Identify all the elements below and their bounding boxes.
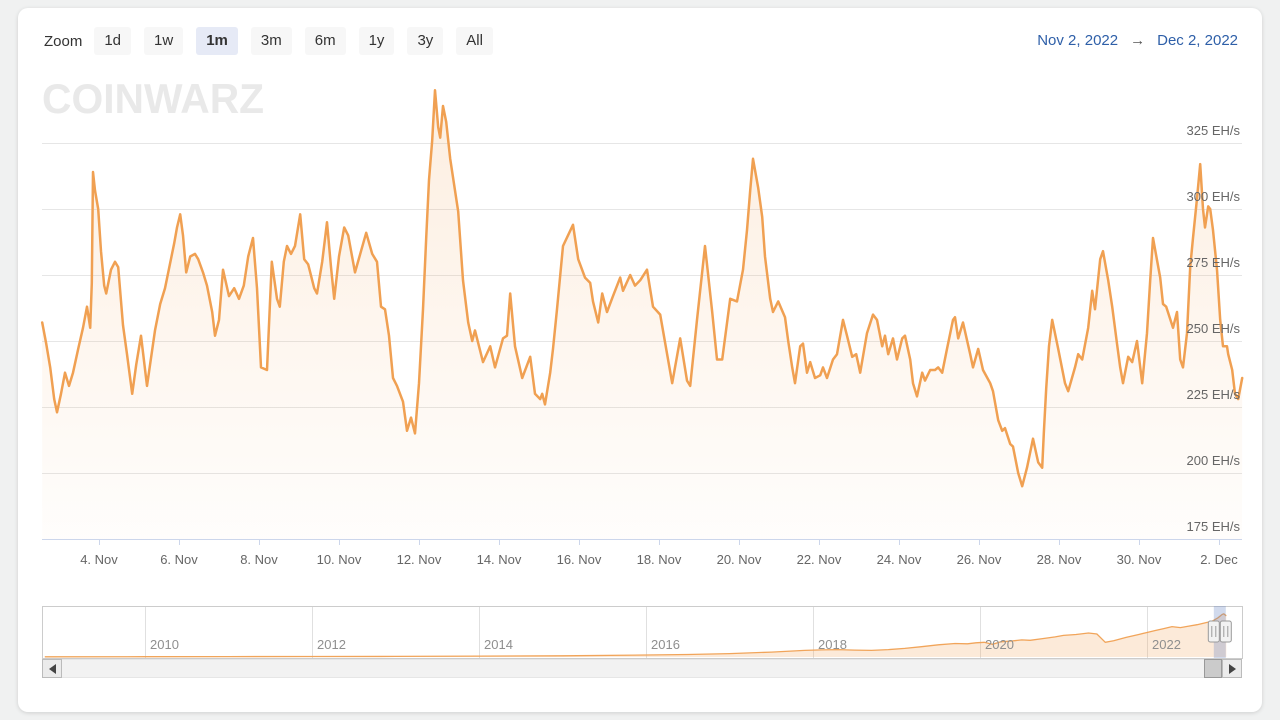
x-axis-label: 16. Nov [556, 552, 602, 567]
scrollbar-track[interactable] [42, 659, 1242, 678]
x-axis-label: 22. Nov [796, 552, 842, 567]
x-axis-label: 20. Nov [716, 552, 762, 567]
x-axis-label: 30. Nov [1116, 552, 1162, 567]
zoom-button-6m[interactable]: 6m [304, 27, 346, 55]
chart-card: Zoom 1d 1w 1m 3m 6m 1y 3y All Nov 2, 2022 → Dec… [18, 8, 1262, 712]
x-axis-label: 12. Nov [396, 552, 442, 567]
zoom-button-all[interactable]: All [456, 27, 493, 55]
zoom-button-3y[interactable]: 3y [407, 27, 444, 55]
zoom-button-1y[interactable]: 1y [358, 27, 395, 55]
hashrate-area-chart[interactable] [18, 8, 1262, 712]
y-axis-label: 275 EH/s [1186, 255, 1240, 270]
x-axis [42, 539, 1242, 545]
navigator-year-label: 2010 [150, 637, 179, 652]
x-axis-label: 4. Nov [80, 552, 118, 567]
y-axis-label: 250 EH/s [1186, 321, 1240, 336]
scrollbar-thumb[interactable] [1204, 659, 1222, 678]
scrollbar-left-button[interactable] [42, 659, 62, 678]
y-axis-label: 175 EH/s [1186, 519, 1240, 534]
x-axis-label: 26. Nov [956, 552, 1002, 567]
range-selector-toolbar: Zoom 1d 1w 1m 3m 6m 1y 3y All [44, 27, 506, 55]
y-axis-label: 225 EH/s [1186, 387, 1240, 402]
date-to-input[interactable]: Dec 2, 2022 [1157, 32, 1238, 49]
navigator-year-label: 2018 [818, 637, 847, 652]
scrollbar-right-arrow-icon [1228, 663, 1236, 674]
zoom-button-1d[interactable]: 1d [94, 27, 132, 55]
scrollbar-left-arrow-icon [48, 663, 56, 674]
date-range: Nov 2, 2022 → Dec 2, 2022 [1037, 32, 1238, 49]
navigator-year-label: 2022 [1152, 637, 1181, 652]
hashrate-series [40, 88, 1244, 539]
coinwarz-watermark-logo: COINWARZ [42, 76, 265, 123]
x-axis-label: 2. Dec [1200, 552, 1238, 567]
x-axis-label: 8. Nov [240, 552, 278, 567]
y-axis-label: 300 EH/s [1186, 189, 1240, 204]
x-axis-label: 18. Nov [636, 552, 682, 567]
navigator-year-label: 2012 [317, 637, 346, 652]
navigator-year-label: 2014 [484, 637, 513, 652]
navigator-mini-chart[interactable] [42, 606, 1243, 659]
zoom-button-1w[interactable]: 1w [144, 27, 184, 55]
x-axis-label: 24. Nov [876, 552, 922, 567]
navigator-year-label: 2016 [651, 637, 680, 652]
x-axis-label: 28. Nov [1036, 552, 1082, 567]
x-axis-label: 10. Nov [316, 552, 362, 567]
navigator-year-label: 2020 [985, 637, 1014, 652]
navigator-right-handle[interactable] [1219, 620, 1232, 643]
zoom-button-1m[interactable]: 1m [196, 27, 238, 55]
navigator-left-handle[interactable] [1207, 620, 1220, 643]
zoom-label: Zoom [44, 32, 83, 50]
scrollbar-right-button[interactable] [1222, 659, 1242, 678]
x-axis-label: 6. Nov [160, 552, 198, 567]
zoom-buttons-group: 1d 1w 1m 3m 6m 1y 3y All [94, 27, 506, 55]
zoom-button-3m[interactable]: 3m [250, 27, 292, 55]
range-arrow-icon: → [1130, 32, 1146, 49]
date-from-input[interactable]: Nov 2, 2022 [1037, 32, 1119, 49]
x-axis-label: 14. Nov [476, 552, 522, 567]
y-axis-label: 325 EH/s [1186, 123, 1240, 138]
y-axis-label: 200 EH/s [1186, 453, 1240, 468]
